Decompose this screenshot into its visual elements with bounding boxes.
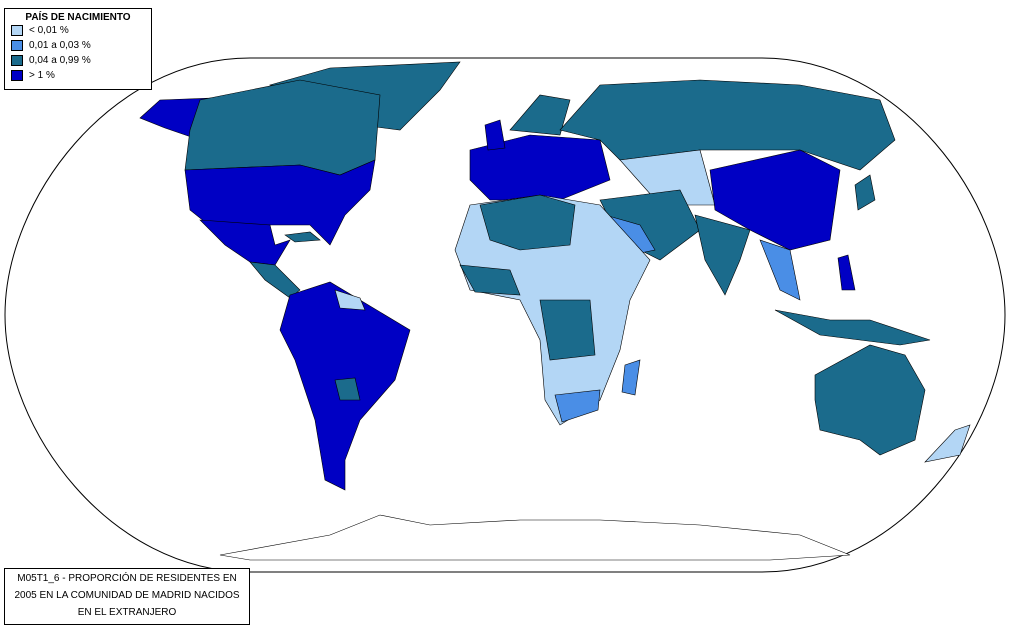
- caption-line: M05T1_6 - PROPORCIÓN DE RESIDENTES EN: [17, 573, 237, 584]
- china: [709, 149, 841, 251]
- legend-label: > 1 %: [29, 70, 55, 81]
- caribbean: [284, 231, 321, 243]
- philippines: [837, 254, 856, 291]
- legend-item: 0,01 a 0,03 %: [5, 38, 151, 53]
- north-africa: [479, 194, 576, 251]
- legend-swatch: [11, 25, 23, 36]
- uk-ireland: [484, 119, 506, 151]
- scandinavia: [509, 94, 571, 136]
- central-africa: [539, 299, 596, 361]
- guianas: [334, 289, 366, 311]
- australia: [814, 344, 926, 456]
- caption: M05T1_6 - PROPORCIÓN DE RESIDENTES EN 200…: [4, 568, 250, 625]
- legend-swatch: [11, 40, 23, 51]
- southeast-asia: [759, 239, 801, 301]
- legend-item: 0,04 a 0,99 %: [5, 53, 151, 68]
- legend-swatch: [11, 55, 23, 66]
- legend-label: < 0,01 %: [29, 25, 69, 36]
- caption-line: 2005 EN LA COMUNIDAD DE MADRID NACIDOS: [14, 590, 240, 601]
- legend-label: 0,04 a 0,99 %: [29, 55, 91, 66]
- mexico: [199, 219, 291, 266]
- japan: [854, 174, 876, 211]
- paraguay: [334, 377, 361, 401]
- antarctica: [219, 514, 851, 561]
- madagascar: [621, 359, 641, 396]
- legend: PAÍS DE NACIMIENTO < 0,01 % 0,01 a 0,03 %…: [4, 8, 152, 90]
- legend-item: < 0,01 %: [5, 23, 151, 38]
- legend-item: > 1 %: [5, 68, 151, 83]
- legend-items: < 0,01 % 0,01 a 0,03 % 0,04 a 0,99 % > 1 %: [5, 23, 151, 83]
- legend-label: 0,01 a 0,03 %: [29, 40, 91, 51]
- legend-title: PAÍS DE NACIMIENTO: [25, 12, 131, 23]
- south-africa: [554, 389, 601, 423]
- caption-line: EN EL EXTRANJERO: [77, 607, 177, 618]
- west-africa: [459, 264, 521, 296]
- russia: [559, 79, 896, 171]
- new-zealand: [924, 424, 971, 463]
- europe: [469, 134, 611, 201]
- indonesia: [774, 309, 931, 346]
- legend-swatch: [11, 70, 23, 81]
- india: [694, 214, 751, 296]
